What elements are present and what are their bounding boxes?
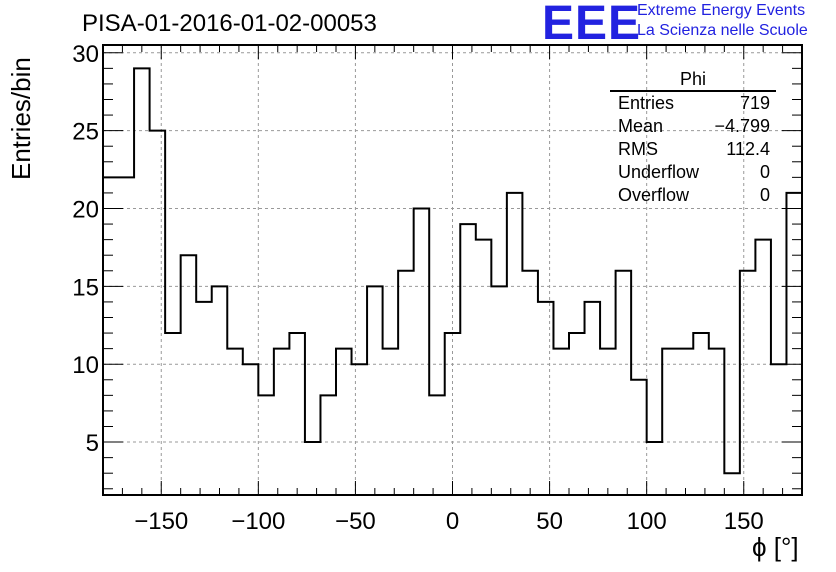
x-tick-label: 150 (724, 508, 764, 535)
y-tick-label: 25 (72, 119, 99, 146)
x-tick-label: −150 (134, 508, 188, 535)
y-tick-label: 30 (72, 41, 99, 68)
stats-label: Overflow (618, 185, 690, 205)
stats-box-title: Phi (610, 68, 776, 92)
stats-value: 0 (759, 162, 770, 182)
stats-row-rms: RMS 112.4 (610, 138, 776, 161)
stats-label: RMS (618, 139, 658, 159)
y-tick-label: 10 (72, 352, 99, 379)
histogram-line (103, 67, 803, 475)
x-axis-label: ϕ [°] (752, 532, 799, 562)
x-tick-label: −100 (231, 508, 285, 535)
y-tick-label: 5 (86, 430, 99, 457)
stats-value: 719 (739, 93, 770, 113)
y-axis-label: Entries/bin (6, 57, 36, 180)
stats-label: Entries (618, 93, 675, 113)
logo-tagline-1: Extreme Energy Events (637, 2, 806, 19)
stats-label: Mean (618, 116, 664, 136)
stats-value: 0 (759, 185, 770, 205)
x-tick-label: 100 (627, 508, 667, 535)
x-tick-label: 50 (536, 508, 563, 535)
stats-value: −4.799 (714, 116, 770, 136)
x-tick-label: −50 (335, 508, 376, 535)
stats-row-overflow: Overflow 0 (610, 184, 776, 207)
x-tick-label: 0 (446, 508, 459, 535)
axis-ticks (102, 45, 803, 495)
stats-row-mean: Mean −4.799 (610, 115, 776, 138)
y-tick-label: 15 (72, 274, 99, 301)
eee-logo: EEE (542, 0, 642, 50)
chart-title: PISA-01-2016-01-02-00053 (82, 10, 377, 37)
stats-label: Underflow (618, 162, 700, 182)
axis-tick-labels: −150 −100 −50 0 50 100 150 5 10 15 20 25 30 (72, 41, 763, 535)
stats-row-underflow: Underflow 0 (610, 161, 776, 184)
stats-box: Phi Entries 719 Mean −4.799 RMS 112.4 Un… (610, 68, 776, 207)
stats-row-entries: Entries 719 (610, 92, 776, 115)
y-tick-label: 20 (72, 196, 99, 223)
stats-value: 112.4 (726, 139, 770, 159)
logo-tagline-2: La Scienza nelle Scuole (637, 22, 808, 39)
